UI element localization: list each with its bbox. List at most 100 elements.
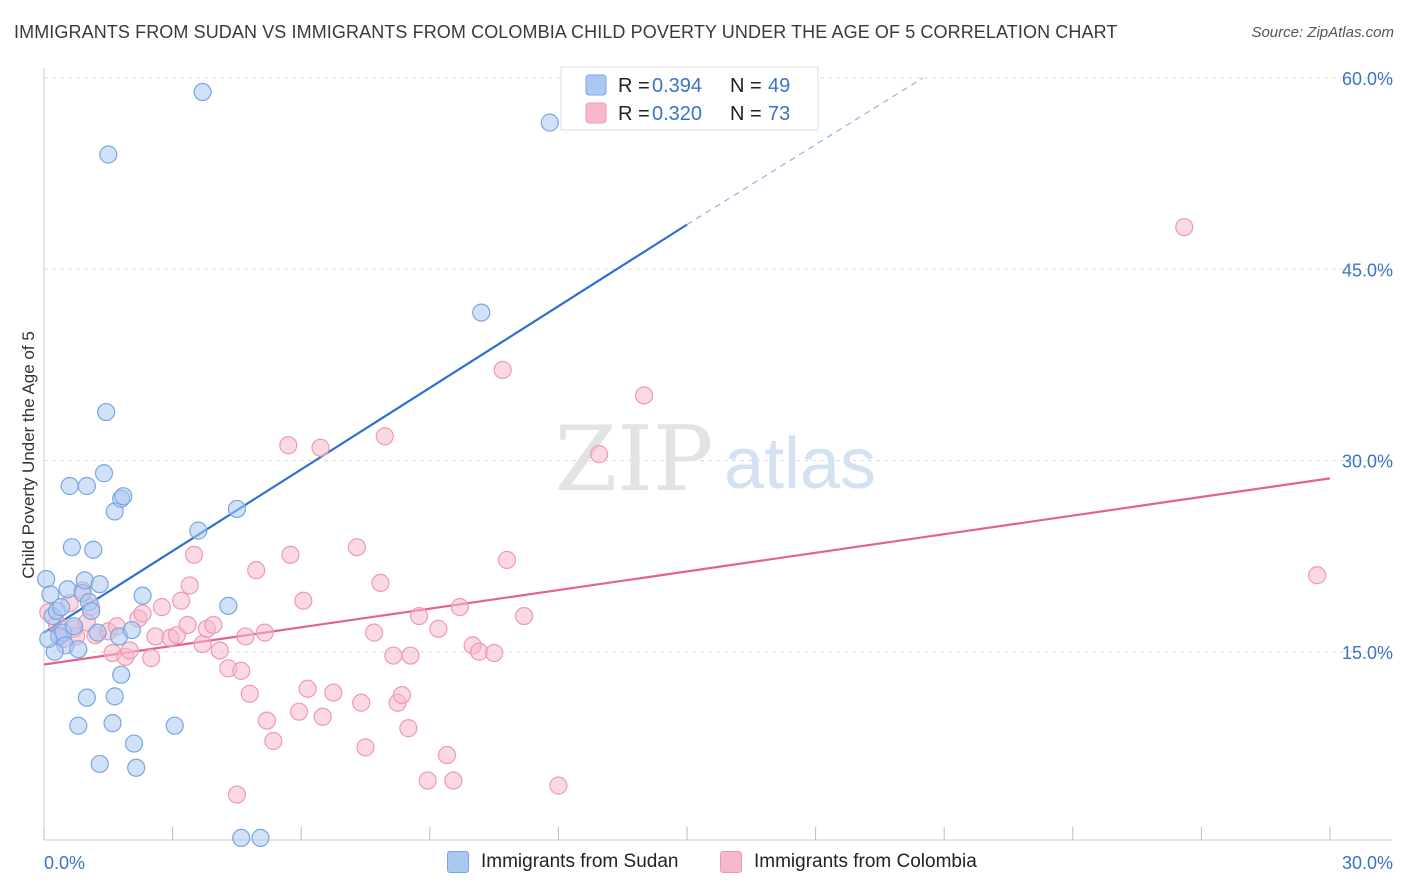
colombia-point-73[interactable] [635, 386, 654, 405]
sudan-point-18[interactable] [88, 623, 107, 642]
sudan-point-10[interactable] [62, 538, 81, 557]
colombia-point-23[interactable] [172, 591, 191, 610]
sudan-point-36[interactable] [165, 716, 184, 735]
colombia-point-19[interactable] [146, 627, 165, 646]
colombia-point-56[interactable] [392, 685, 412, 705]
colombia-point-66[interactable] [469, 642, 489, 661]
colombia-point-51[interactable] [364, 623, 384, 642]
colombia-point-36[interactable] [247, 561, 266, 580]
colombia-point-57[interactable] [399, 719, 418, 738]
colombia-point-27[interactable] [193, 634, 212, 654]
sudan-point-41[interactable] [232, 828, 251, 848]
colombia-point-67[interactable] [485, 643, 504, 663]
sudan-point-39[interactable] [219, 596, 238, 615]
sudan-point-17[interactable] [84, 540, 103, 559]
sudan-point-9[interactable] [69, 640, 88, 659]
sudan-point-31[interactable] [90, 754, 109, 774]
sudan-point-46[interactable] [39, 629, 58, 649]
colombia-point-68[interactable] [493, 360, 512, 380]
sudan-point-40[interactable] [227, 499, 246, 519]
sudan-point-42[interactable] [251, 828, 270, 848]
sudan-point-33[interactable] [103, 714, 122, 733]
colombia-point-20[interactable] [152, 598, 171, 617]
colombia-point-38[interactable] [257, 711, 277, 730]
sudan-point-1[interactable] [41, 585, 60, 604]
colombia-point-59[interactable] [409, 606, 429, 626]
sudan-point-25[interactable] [114, 487, 133, 506]
sudan-point-19[interactable] [90, 575, 109, 594]
colombia-point-62[interactable] [437, 745, 457, 765]
sudan-point-20[interactable] [94, 464, 114, 483]
sudan-point-35[interactable] [127, 758, 146, 777]
colombia-point-60[interactable] [418, 771, 437, 790]
colombia-point-17[interactable] [133, 604, 152, 623]
colombia-point-74[interactable] [1175, 218, 1194, 237]
legend-box: R = 0.394 N = 49 R = 0.320 N = 73 [560, 66, 819, 131]
sudan-point-0[interactable] [37, 569, 56, 589]
colombia-point-39[interactable] [264, 731, 283, 751]
sudan-point-13[interactable] [75, 571, 94, 590]
legend-sudan-r-label: R = [618, 75, 650, 97]
colombia-point-33[interactable] [232, 661, 251, 680]
colombia-point-15[interactable] [120, 641, 139, 660]
x-tick-label-1: 30.0% [1342, 853, 1393, 873]
colombia-point-50[interactable] [356, 738, 375, 757]
sudan-point-34[interactable] [124, 734, 144, 753]
sudan-point-15[interactable] [82, 601, 101, 621]
colombia-point-54[interactable] [384, 646, 403, 665]
sudan-point-22[interactable] [99, 145, 118, 164]
sudan-point-32[interactable] [105, 687, 124, 706]
colombia-point-35[interactable] [240, 684, 259, 703]
sudan-point-44[interactable] [540, 113, 559, 132]
colombia-point-25[interactable] [180, 576, 199, 595]
colombia-point-71[interactable] [549, 776, 568, 795]
colombia-point-34[interactable] [236, 627, 255, 646]
colombia-point-24[interactable] [178, 615, 197, 635]
colombia-point-61[interactable] [429, 619, 448, 638]
colombia-point-52[interactable] [371, 573, 390, 593]
sudan-point-38[interactable] [193, 82, 212, 102]
colombia-point-30[interactable] [210, 641, 229, 660]
colombia-point-45[interactable] [311, 438, 330, 457]
colombia-point-47[interactable] [324, 683, 343, 702]
sudan-point-21[interactable] [97, 402, 116, 422]
colombia-point-43[interactable] [294, 591, 313, 610]
colombia-point-69[interactable] [497, 550, 517, 570]
colombia-point-32[interactable] [227, 785, 246, 804]
colombia-point-37[interactable] [255, 623, 274, 642]
sudan-point-29[interactable] [133, 586, 152, 605]
sudan-point-7[interactable] [58, 580, 77, 599]
colombia-point-46[interactable] [313, 707, 332, 726]
sudan-point-37[interactable] [189, 521, 208, 540]
sudan-point-43[interactable] [472, 303, 491, 322]
colombia-point-42[interactable] [289, 702, 309, 721]
sudan-point-16[interactable] [77, 476, 96, 496]
source-label[interactable]: Source: ZipAtlas.com [1251, 24, 1394, 41]
sudan-point-30[interactable] [69, 716, 88, 735]
colombia-point-40[interactable] [279, 436, 298, 455]
colombia-point-70[interactable] [515, 606, 534, 626]
sudan-point-47[interactable] [77, 688, 96, 707]
colombia-point-18[interactable] [142, 649, 161, 668]
sudan-point-11[interactable] [60, 476, 79, 496]
colombia-point-44[interactable] [298, 679, 317, 698]
colombia-point-48[interactable] [347, 538, 367, 557]
colombia-point-49[interactable] [352, 693, 371, 712]
sudan-point-48[interactable] [52, 598, 71, 617]
colombia-point-64[interactable] [450, 598, 469, 617]
bottom-legend-sudan[interactable]: Immigrants from Sudan [447, 851, 678, 873]
sudan-point-8[interactable] [64, 617, 84, 636]
sudan-point-28[interactable] [122, 620, 141, 640]
axes [43, 68, 1392, 841]
colombia-point-72[interactable] [590, 445, 609, 464]
colombia-point-29[interactable] [204, 615, 223, 635]
colombia-point-63[interactable] [444, 771, 463, 790]
colombia-point-26[interactable] [184, 545, 204, 564]
colombia-point-75[interactable] [1308, 566, 1327, 585]
sudan-point-27[interactable] [112, 665, 131, 684]
colombia-point-41[interactable] [281, 545, 300, 564]
colombia-point-53[interactable] [375, 427, 394, 446]
watermark-zip: ZIP [555, 407, 714, 512]
bottom-legend-colombia[interactable]: Immigrants from Colombia [720, 851, 977, 873]
colombia-point-58[interactable] [401, 646, 420, 665]
